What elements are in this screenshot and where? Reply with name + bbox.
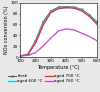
aged 760 °C <box>58 30 59 32</box>
aged 760 °C <box>27 55 28 56</box>
fresh <box>19 55 21 56</box>
Line: aged 760 °C: aged 760 °C <box>20 29 97 56</box>
aged 760 °C <box>89 36 90 37</box>
X-axis label: Temperature (°C): Temperature (°C) <box>37 64 80 70</box>
Line: aged 600 °C: aged 600 °C <box>20 7 97 56</box>
aged 700 °C <box>19 55 21 56</box>
aged 760 °C <box>35 52 36 53</box>
aged 700 °C <box>89 16 90 17</box>
aged 760 °C <box>50 38 51 39</box>
aged 600 °C <box>35 41 36 42</box>
fresh <box>42 21 44 22</box>
aged 700 °C <box>66 7 67 8</box>
aged 600 °C <box>96 22 98 23</box>
aged 760 °C <box>66 28 67 29</box>
aged 700 °C <box>35 43 36 44</box>
aged 600 °C <box>50 11 51 12</box>
Y-axis label: NOx conversion (%): NOx conversion (%) <box>4 6 9 54</box>
aged 700 °C <box>42 25 44 26</box>
aged 700 °C <box>50 12 51 13</box>
aged 600 °C <box>42 23 44 24</box>
fresh <box>73 7 74 8</box>
aged 600 °C <box>66 7 67 8</box>
aged 700 °C <box>58 8 59 9</box>
fresh <box>58 7 59 8</box>
aged 600 °C <box>27 54 28 55</box>
aged 760 °C <box>81 33 82 34</box>
aged 700 °C <box>73 8 74 9</box>
aged 700 °C <box>96 24 98 25</box>
aged 760 °C <box>19 55 21 56</box>
aged 760 °C <box>96 40 98 41</box>
fresh <box>81 9 82 10</box>
aged 760 °C <box>42 46 44 47</box>
aged 600 °C <box>89 15 90 16</box>
aged 760 °C <box>73 29 74 30</box>
fresh <box>35 40 36 41</box>
aged 700 °C <box>81 10 82 12</box>
fresh <box>96 21 98 22</box>
aged 600 °C <box>19 55 21 56</box>
fresh <box>50 10 51 12</box>
aged 600 °C <box>58 8 59 9</box>
fresh <box>66 6 67 7</box>
Line: fresh: fresh <box>19 6 98 57</box>
aged 600 °C <box>81 9 82 10</box>
aged 700 °C <box>27 54 28 55</box>
Line: aged 700 °C: aged 700 °C <box>20 8 97 56</box>
Legend: fresh, aged 600 °C, aged 700 °C, aged 760 °C: fresh, aged 600 °C, aged 700 °C, aged 76… <box>8 74 80 83</box>
fresh <box>89 14 90 15</box>
aged 600 °C <box>73 7 74 8</box>
fresh <box>27 54 28 55</box>
